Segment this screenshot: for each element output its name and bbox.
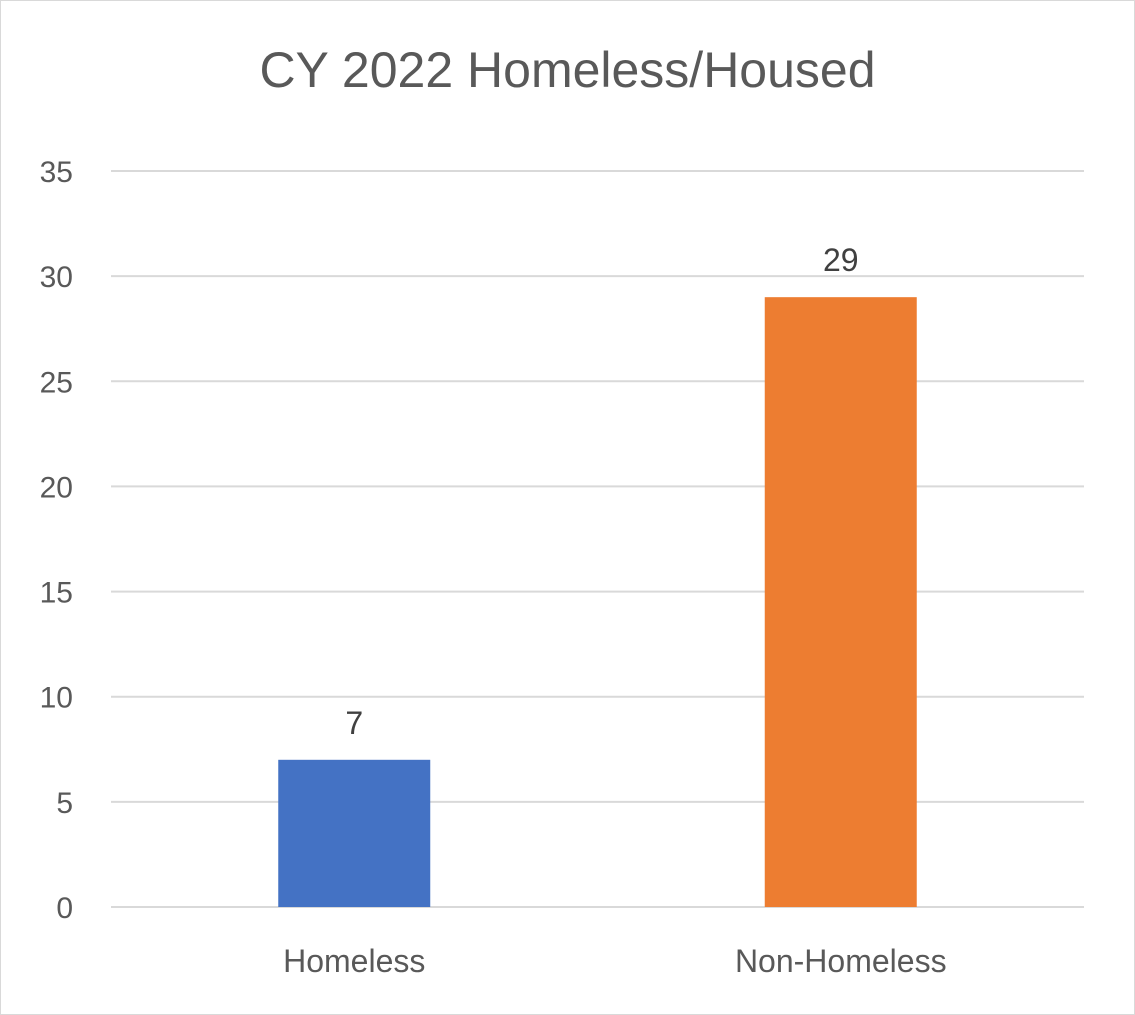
gridlines [111,170,1084,908]
bar-non-homeless [764,297,917,908]
y-tick-label: 0 [56,892,73,925]
x-category-label: Non-Homeless [735,943,947,979]
y-tick-label: 25 [40,366,73,399]
y-tick-label: 30 [40,261,73,294]
y-tick-label: 15 [40,577,73,610]
data-label: 29 [823,242,859,278]
data-labels: 7 29 [345,242,858,741]
y-axis-tick-labels: 0 5 10 15 20 25 30 35 [40,156,73,925]
x-axis-category-labels: Homeless Non-Homeless [283,943,946,979]
x-category-label: Homeless [283,943,425,979]
y-tick-label: 35 [40,156,73,189]
chart-title: CY 2022 Homeless/Housed [259,42,876,98]
y-tick-label: 5 [56,787,73,820]
bars [278,297,917,908]
bar-homeless [278,759,431,907]
data-label: 7 [345,705,363,741]
y-tick-label: 10 [40,682,73,715]
y-tick-label: 20 [40,471,73,504]
